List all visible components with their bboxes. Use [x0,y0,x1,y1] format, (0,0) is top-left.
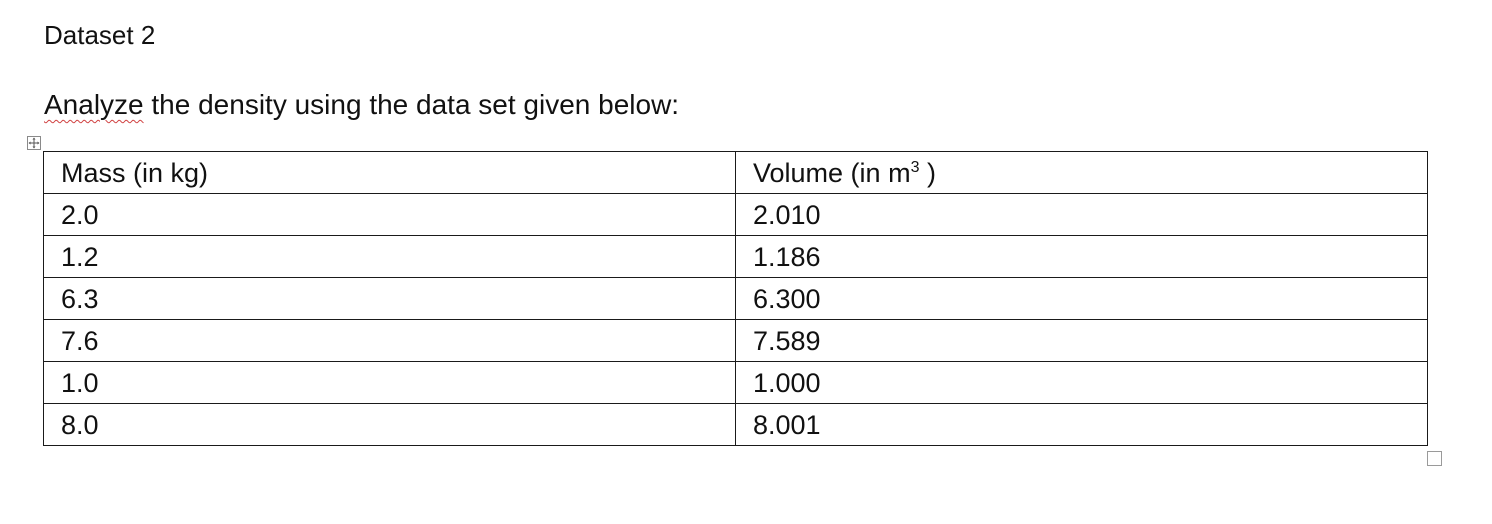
table-resize-handle-icon[interactable] [1427,451,1442,466]
header-mass: Mass (in kg) [43,151,736,194]
density-data-table: Mass (in kg) Volume (in m3 ) 2.0 2.010 1.2… [43,151,1428,446]
table-row: 6.3 6.300 [43,277,1428,320]
cell-volume: 1.000 [735,361,1428,404]
table-row: 8.0 8.001 [43,403,1428,446]
header-volume-exponent: 3 [910,158,920,176]
table-move-handle-icon[interactable] [27,136,41,150]
instruction-rest: the density using the data set given bel… [143,89,680,120]
cell-volume: 8.001 [735,403,1428,446]
cell-volume: 1.186 [735,235,1428,278]
four-way-arrow-icon [28,137,40,149]
header-volume-suffix: ) [919,157,936,188]
cell-mass: 1.0 [43,361,736,404]
cell-mass: 6.3 [43,277,736,320]
cell-volume: 7.589 [735,319,1428,362]
cell-mass: 1.2 [43,235,736,278]
cell-mass: 2.0 [43,193,736,236]
spellcheck-underlined-word: Analyze [44,89,144,120]
table-row: 1.0 1.000 [43,361,1428,404]
header-volume: Volume (in m3 ) [735,151,1428,194]
cell-volume: 6.300 [735,277,1428,320]
header-volume-prefix: Volume (in m [753,157,911,188]
table-row: 7.6 7.589 [43,319,1428,362]
cell-mass: 8.0 [43,403,736,446]
instruction-text: Analyze the density using the data set g… [44,87,679,123]
table-row: 1.2 1.186 [43,235,1428,278]
cell-mass: 7.6 [43,319,736,362]
table-header-row: Mass (in kg) Volume (in m3 ) [43,151,1428,194]
cell-volume: 2.010 [735,193,1428,236]
table-row: 2.0 2.010 [43,193,1428,236]
document-heading: Dataset 2 [44,20,156,50]
